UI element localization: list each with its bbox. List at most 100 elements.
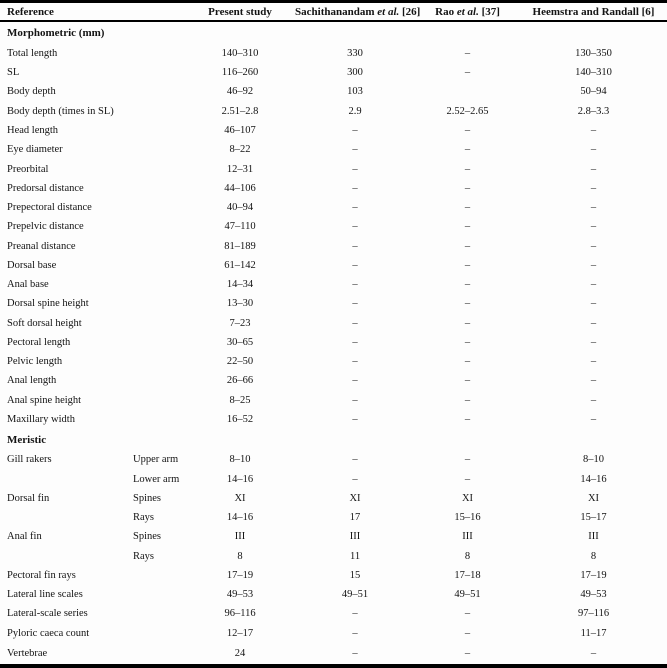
row-sublabel	[133, 121, 185, 140]
cell-value: 8–22	[229, 144, 251, 156]
row-sublabel	[133, 391, 185, 410]
table-row: Pectoral length 30–65 – – –	[0, 333, 667, 352]
header-row: Reference Present study Sachithanandam e…	[0, 0, 667, 22]
cell-value: 14–16	[226, 512, 254, 524]
row-label: Dorsal spine height	[7, 298, 89, 310]
section-row: Meristic	[0, 429, 667, 450]
cell-value: XI	[461, 492, 474, 504]
cell-value: –	[464, 375, 471, 387]
cell-value: 15–17	[580, 512, 607, 524]
row-label: Eye diameter	[7, 144, 63, 156]
cell-value: –	[464, 317, 471, 329]
cell-value: –	[464, 454, 471, 466]
table-row: Dorsal fin Spines XI XI XI XI	[0, 489, 667, 508]
cell-value: 47–110	[224, 221, 256, 233]
cell-value: 15–16	[454, 512, 481, 524]
cell-value: 8	[464, 550, 471, 562]
cell-value: 14–34	[226, 279, 254, 291]
cell-value: 11	[349, 550, 361, 562]
cell-value: 103	[347, 86, 363, 98]
cell-value: 300	[347, 67, 363, 79]
column-header-present-study: Present study	[185, 0, 296, 22]
table-row: Rays 14–16 17 15–16 15–17	[0, 508, 667, 527]
row-label: Soft dorsal height	[7, 317, 82, 329]
cell-value: –	[415, 642, 521, 668]
cell-value: –	[352, 394, 358, 406]
row-label	[0, 508, 133, 527]
cell-value: 140–310	[575, 67, 612, 79]
column-header-reference: Reference	[0, 0, 186, 22]
row-sublabel	[133, 642, 186, 668]
row-label: Gill rakers	[7, 454, 52, 466]
row-sublabel	[133, 198, 185, 217]
cell-value: –	[352, 144, 358, 156]
cell-value: –	[352, 413, 358, 425]
table-row: Anal spine height 8–25 – – –	[0, 391, 667, 410]
cell-value: –	[464, 608, 471, 620]
cell-value: –	[352, 336, 358, 348]
table-row: Pectoral fin rays 17–19 15 17–18 17–19	[0, 566, 667, 585]
row-sublabel: Lower arm	[133, 473, 180, 485]
cell-value: 2.52–2.65	[446, 105, 489, 117]
row-label: Anal length	[7, 375, 57, 387]
cell-value: –	[464, 473, 471, 485]
row-label: Pyloric caeca count	[7, 627, 90, 639]
cell-value: –	[590, 221, 597, 233]
row-sublabel	[133, 624, 185, 643]
cell-value: 140–310	[221, 47, 259, 59]
row-label	[0, 546, 133, 565]
cell-value: –	[352, 627, 358, 639]
cell-value: 49–51	[454, 589, 481, 601]
cell-value: –	[590, 356, 597, 368]
cell-value: –	[464, 627, 471, 639]
row-sublabel	[133, 275, 185, 294]
cell-value: 13–30	[226, 298, 254, 310]
cell-value: –	[590, 413, 597, 425]
row-sublabel	[133, 102, 185, 121]
cell-value: III	[462, 531, 473, 543]
row-sublabel	[133, 236, 185, 255]
cell-value: –	[464, 279, 471, 291]
cell-value: III	[234, 531, 246, 543]
row-sublabel	[133, 352, 185, 371]
cell-value: –	[464, 394, 471, 406]
cell-value: –	[520, 642, 667, 668]
cell-value: –	[352, 298, 358, 310]
row-sublabel	[133, 179, 185, 198]
table-row: Soft dorsal height 7–23 – – –	[0, 314, 667, 333]
cell-value: 50–94	[580, 86, 607, 98]
table-row: Eye diameter 8–22 – – –	[0, 140, 667, 159]
row-sublabel	[133, 371, 185, 390]
cell-value: 7–23	[229, 317, 251, 329]
row-label: Body depth	[7, 86, 56, 98]
row-sublabel	[133, 294, 185, 313]
author-name: Rao	[435, 5, 455, 18]
cell-value: XI	[349, 492, 361, 504]
table-row: Anal fin Spines III III III III	[0, 527, 667, 546]
table-row: Preorbital 12–31 – – –	[0, 159, 667, 178]
table-body: Morphometric (mm) Total length 140–310 330 –…	[0, 21, 667, 668]
row-sublabel	[133, 82, 185, 101]
cell-value: 46–92	[226, 86, 254, 98]
cell-value: 17	[349, 512, 361, 524]
cell-value: –	[590, 394, 597, 406]
table-row: Pelvic length 22–50 – – –	[0, 352, 667, 371]
table-row: Body depth (times in SL) 2.51–2.8 2.9 2.52–…	[0, 102, 667, 121]
cell-value: –	[590, 279, 597, 291]
row-label: Dorsal fin	[7, 492, 50, 504]
cell-value: –	[352, 454, 358, 466]
cell-value	[415, 82, 520, 101]
cell-value: III	[349, 531, 361, 543]
cell-value: –	[464, 259, 471, 271]
cell-value: –	[464, 202, 471, 214]
cell-value: –	[590, 298, 597, 310]
cell-value: –	[464, 182, 471, 194]
row-sublabel	[133, 140, 185, 159]
cell-value: –	[590, 182, 597, 194]
cell-value: –	[295, 642, 416, 668]
row-label: Pectoral length	[7, 336, 71, 348]
cell-value: 44–106	[224, 182, 256, 194]
cell-value: –	[352, 202, 358, 214]
row-label: Anal fin	[7, 531, 42, 543]
row-label	[0, 469, 133, 488]
